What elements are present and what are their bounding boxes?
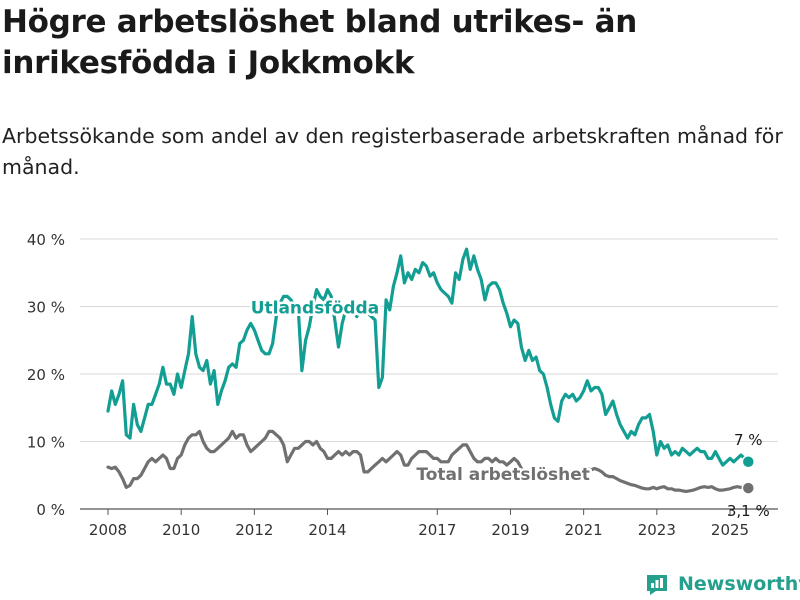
end-point-total	[741, 481, 756, 495]
series-label-halo: Utlandsfödda	[251, 298, 380, 318]
end-label-utlandsfodda: 7 %	[734, 431, 763, 449]
newsworthy-logo-icon	[647, 575, 667, 595]
series-line-total	[106, 429, 750, 493]
newsworthy-logo: Newsworthy	[644, 568, 800, 600]
x-tick-label: 2017	[418, 521, 456, 539]
series-line-utlandsfodda	[106, 247, 750, 467]
x-tick-label: 2019	[491, 521, 529, 539]
x-tick-label: 2014	[308, 521, 346, 539]
y-tick-label: 40 %	[27, 231, 65, 249]
series-label-total: Total arbetslöshet	[416, 465, 590, 485]
x-tick-label: 2025	[711, 521, 749, 539]
y-tick-label: 0 %	[36, 501, 65, 519]
brand-name: Newsworthy	[678, 573, 800, 595]
end-label-total: 3,1 %	[727, 502, 770, 520]
x-tick-label: 2021	[565, 521, 603, 539]
series-label-halo: Total arbetslöshet	[416, 465, 590, 485]
y-tick-label: 20 %	[27, 366, 65, 384]
y-tick-label: 30 %	[27, 299, 65, 317]
y-tick-label: 10 %	[27, 434, 65, 452]
end-point-utlandsfodda	[741, 455, 756, 469]
chart-title: Högre arbetslöshet bland utrikes- än inr…	[2, 4, 638, 81]
x-tick-label: 2023	[638, 521, 676, 539]
x-tick-label: 2010	[162, 521, 200, 539]
x-tick-label: 2008	[89, 521, 127, 539]
series-label-utlandsfodda: Utlandsfödda	[251, 298, 380, 318]
x-tick-label: 2012	[235, 521, 273, 539]
chart-subtitle: Arbetssökande som andel av den registerb…	[2, 124, 783, 179]
